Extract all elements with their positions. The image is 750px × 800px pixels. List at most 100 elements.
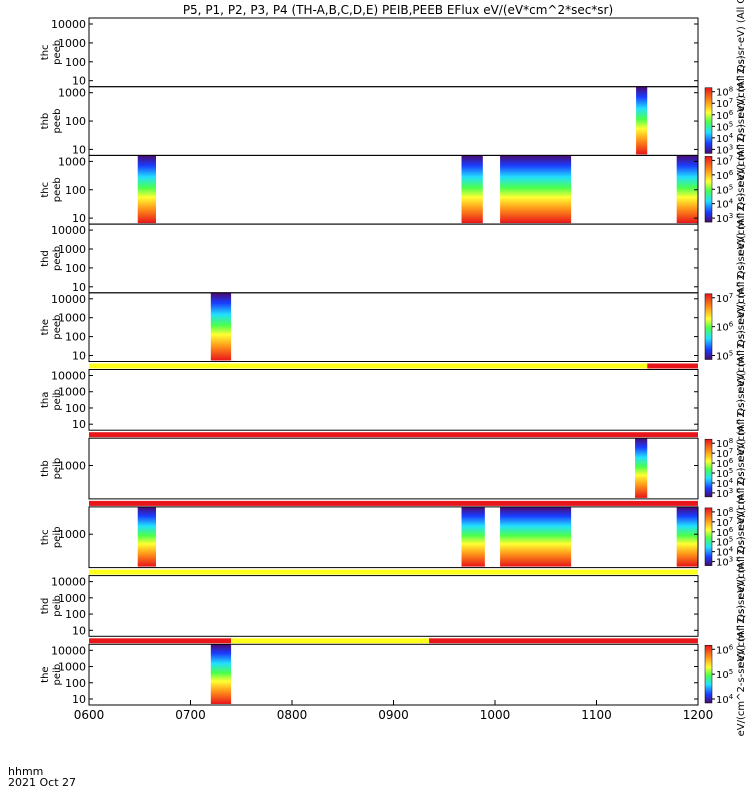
y-tick-label: 100 (65, 56, 86, 69)
colorbar-tick-label: 105 (716, 183, 733, 196)
colorbar-tick-label: 106 (716, 169, 734, 182)
colorbar-tick-label: 105 (716, 350, 733, 363)
spectrogram-block (210, 644, 232, 704)
x-tick-label: 1200 (683, 708, 714, 722)
y-tick-label: 10 (72, 143, 86, 156)
panel-thc-peeb: 1000 100 10 thc peeb eV/(cm^2-s-sr-eV) (All Q… (40, 124, 747, 256)
panel-frame (88, 369, 699, 431)
panel-probe-label: thc (40, 44, 51, 60)
y-tick-label: 10 (72, 693, 86, 706)
panel-strip-segment (89, 432, 698, 438)
x-tick-label: 0600 (74, 708, 105, 722)
spectrogram-block (676, 506, 698, 567)
panel-colorbar-units-label: eV/(cm^2-s-sr-eV) (All Qs) (736, 261, 747, 393)
panel-colorbar-units-label: eV/(cm^2-s-sr-eV) (All Qs) (736, 124, 747, 256)
panel-colorbar-units-label: eV/(cm^2-s-sr-eV) (All Qs) (736, 0, 747, 118)
y-tick-label: 10000 (51, 224, 86, 237)
y-tick-label: 100 (65, 184, 86, 197)
y-tick-label: 10000 (51, 576, 86, 589)
panel-colorbar-units-label: eV/(cm^2-s-sr-eV) (All Qs) (736, 605, 747, 737)
colorbar-tick-label: 104 (716, 198, 734, 211)
panel-product-label: peeb (52, 109, 63, 134)
y-tick-label: 100 (65, 262, 86, 275)
panel-strip-segment (429, 638, 698, 644)
y-tick-label: 1000 (58, 386, 86, 399)
panel-probe-label: thd (40, 598, 51, 615)
colorbar-tick-label: 103 (716, 556, 733, 569)
y-tick-label: 10000 (51, 293, 86, 306)
y-tick-label: 100 (65, 677, 86, 690)
panel-strip-segment (89, 363, 648, 369)
x-tick-label: 1000 (480, 708, 511, 722)
panel-colorbar-units-label: eV/(cm^2-s-sr-eV) (All Qs) (736, 467, 747, 599)
colorbar-tick-label: 104 (716, 693, 734, 706)
colorbar (704, 645, 713, 704)
panel-product-label: peib (52, 458, 63, 480)
y-tick-label: 10000 (51, 370, 86, 383)
y-tick-label: 1000 (58, 312, 86, 325)
y-tick-label: 1000 (58, 661, 86, 674)
y-tick-label: 10 (72, 281, 86, 294)
panel-probe-label: the (40, 666, 51, 682)
y-tick-label: 100 (65, 608, 86, 621)
colorbar-tick-label: 107 (716, 292, 733, 305)
spectrogram-block (461, 506, 485, 567)
y-tick-label: 10 (72, 418, 86, 431)
panel-frame (88, 17, 699, 88)
x-axis-label-line2: 2021 Oct 27 (8, 776, 76, 789)
spectrogram-block (137, 155, 156, 224)
y-tick-label: 1000 (58, 528, 86, 541)
spectrogram-block (500, 506, 572, 567)
panel-strip-segment (89, 500, 698, 506)
panel-tha-peib: 10000 1000 100 10 tha peib eV/(cm^2-s-sr-eV) (… (40, 330, 747, 462)
chart-title: P5, P1, P2, P3, P4 (TH-A,B,C,D,E) PEIB,P… (183, 3, 613, 17)
y-tick-label: 10 (72, 350, 86, 363)
panel-the-peeb: 10000 1000 100 10 the peeb eV/(cm^2-s-sr-eV) (… (40, 261, 747, 393)
x-axis-label-line1: hhmm (8, 765, 43, 778)
x-tick-label: 0700 (175, 708, 206, 722)
spectrogram-block (635, 438, 648, 498)
y-tick-label: 10000 (51, 644, 86, 657)
panel-frame (88, 154, 699, 225)
panel-probe-label: thb (40, 460, 51, 477)
spectrogram-block (137, 506, 156, 567)
panel-colorbar-units-label: eV/(cm^2-s-sr-eV) (All Qs) (736, 536, 747, 668)
y-tick-label: 1000 (58, 37, 86, 50)
panel-frame (88, 506, 699, 569)
colorbar (704, 87, 713, 154)
y-tick-label: 1000 (58, 460, 86, 473)
panel-colorbar-units-label: eV/(cm^2-s-sr-eV) (All Qs) (736, 399, 747, 531)
spectrogram-block (676, 155, 698, 224)
colorbar (704, 438, 713, 498)
panel-product-label: peib (52, 526, 63, 548)
colorbar-tick-label: 107 (716, 154, 733, 167)
y-tick-label: 100 (65, 115, 86, 128)
spectrogram-block (210, 292, 232, 361)
panel-strip-segment (89, 638, 232, 644)
y-tick-label: 1000 (58, 155, 86, 168)
panel-probe-label: thd (40, 250, 51, 267)
y-tick-label: 1000 (58, 243, 86, 256)
colorbar-tick-label: 106 (716, 643, 734, 656)
colorbar (704, 156, 713, 223)
panel-frame (88, 86, 699, 156)
colorbar-tick-label: 105 (716, 668, 733, 681)
colorbar (704, 507, 713, 566)
y-tick-label: 100 (65, 402, 86, 415)
panel-product-label: peeb (52, 315, 63, 340)
y-tick-label: 10 (72, 75, 86, 88)
panel-product-label: peib (52, 389, 63, 411)
y-tick-label: 1000 (58, 592, 86, 605)
panel-probe-label: tha (40, 392, 51, 408)
x-tick-label: 0800 (277, 708, 308, 722)
colorbar-tick-label: 103 (716, 212, 733, 225)
panel-strip-segment (89, 569, 698, 575)
panel-colorbar-units-label: eV/(cm^2-s-sr-eV) (All Qs) (736, 330, 747, 462)
panel-thd-peeb: 10000 1000 100 10 thd peeb eV/(cm^2-s-sr-eV) (… (40, 193, 747, 325)
panel-product-label: peeb (52, 246, 63, 271)
y-tick-label: 10 (72, 212, 86, 225)
colorbar-tick-label: 106 (716, 321, 734, 334)
panel-thd-peib: 10000 1000 100 10 thd peib eV/(cm^2-s-sr-eV) (… (40, 536, 747, 668)
spectrogram-block (461, 155, 483, 224)
